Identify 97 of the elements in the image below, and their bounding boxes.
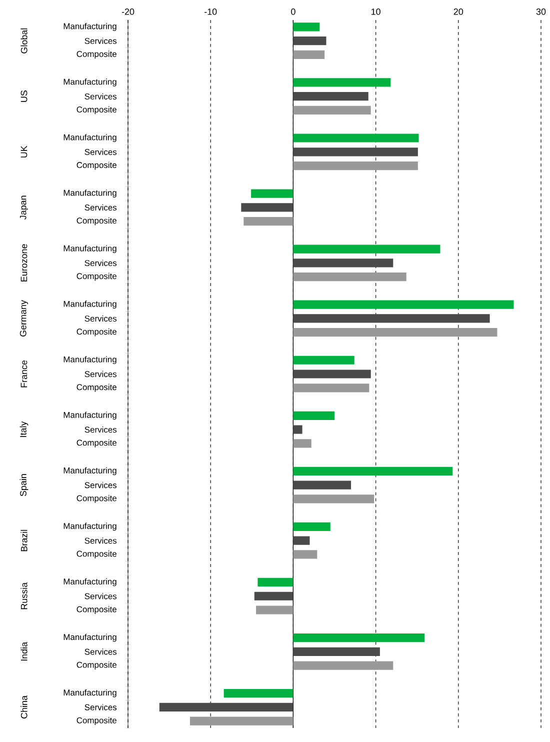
text: France	[20, 360, 28, 388]
y-tick-label: Composite	[76, 550, 116, 558]
y-tick-label: Services	[84, 648, 117, 655]
bar	[293, 466, 453, 476]
y-tick-label: Services	[84, 704, 117, 710]
y-tick-label: Services	[84, 204, 117, 211]
bar	[251, 189, 294, 198]
bar	[241, 203, 294, 212]
x-tick-label: 10	[372, 8, 380, 15]
text: Russia	[20, 582, 28, 610]
bar	[293, 36, 326, 46]
y-tick-label: Composite	[76, 384, 116, 392]
bar	[293, 425, 302, 434]
y-tick-label: Composite	[76, 662, 116, 670]
bar	[293, 314, 490, 323]
y-tick-label: Services	[84, 537, 117, 544]
text: Global	[20, 28, 28, 54]
x-tick-label: 30	[536, 8, 546, 15]
y-tick-label: Services	[84, 482, 117, 488]
bar	[293, 22, 320, 32]
bar	[293, 522, 330, 532]
y-tick-label: Manufacturing	[64, 356, 116, 364]
text: Spain	[20, 474, 28, 496]
y-tick-label: Manufacturing	[64, 78, 116, 86]
text: India	[20, 642, 28, 661]
text: US	[20, 90, 28, 102]
y-tick-label: Manufacturing	[64, 134, 116, 142]
y-tick-label: Services	[84, 38, 117, 44]
y-tick-label: Manufacturing	[64, 634, 116, 642]
y-tick-label: Services	[84, 260, 117, 266]
y-tick-label: Manufacturing	[64, 467, 116, 476]
x-tick-label: -20	[122, 8, 134, 15]
bar	[293, 92, 368, 101]
y-tick-label: Services	[84, 315, 117, 322]
y-tick-label: Composite	[76, 162, 116, 170]
y-tick-label: Composite	[76, 606, 116, 614]
y-tick-label: Services	[84, 370, 117, 378]
bar	[293, 258, 394, 268]
bar	[293, 50, 325, 60]
x-tick-label: 0	[291, 8, 296, 15]
bar	[293, 661, 394, 670]
bar	[293, 78, 391, 87]
bar	[293, 272, 406, 282]
x-tick-label: 20	[454, 8, 464, 15]
text: UK	[20, 146, 28, 158]
y-tick-label: Services	[84, 148, 117, 155]
bar	[293, 647, 380, 656]
y-tick-label: Composite	[76, 439, 116, 448]
text: Japan	[20, 196, 28, 220]
bar	[244, 216, 294, 226]
bar	[254, 592, 294, 600]
bar	[293, 148, 418, 156]
text: Germany	[20, 300, 28, 336]
bar	[293, 356, 354, 364]
y-tick-label: Manufacturing	[64, 578, 116, 586]
bar	[293, 384, 370, 392]
bar	[293, 633, 425, 642]
y-tick-label: Manufacturing	[64, 412, 116, 420]
bar	[258, 578, 294, 587]
text: Italy	[20, 421, 28, 437]
bar	[256, 606, 294, 614]
y-tick-label: Services	[84, 593, 117, 600]
x-tick-label: -10	[204, 8, 217, 15]
bar	[293, 411, 334, 420]
y-tick-label: Composite	[76, 50, 116, 59]
y-tick-label: Manufacturing	[64, 300, 116, 309]
bar	[293, 161, 418, 170]
y-tick-label: Composite	[76, 106, 116, 114]
bar	[293, 439, 312, 448]
text: China	[20, 695, 28, 718]
y-tick-label: Composite	[76, 272, 116, 281]
bar	[293, 300, 514, 309]
bar	[224, 688, 294, 698]
text: Eurozone	[20, 244, 28, 282]
y-tick-label: Composite	[76, 328, 116, 336]
y-tick-label: Services	[84, 426, 117, 433]
bar	[190, 716, 294, 726]
bar	[293, 134, 419, 142]
text: Brazil	[20, 530, 28, 552]
bar	[159, 702, 294, 712]
y-tick-label: Composite	[76, 717, 116, 726]
y-tick-label: Manufacturing	[64, 522, 116, 531]
bar	[293, 550, 318, 559]
bar	[293, 480, 352, 490]
y-tick-label: Manufacturing	[64, 689, 116, 698]
bar	[293, 328, 498, 337]
y-tick-label: Composite	[76, 494, 116, 503]
bar	[293, 370, 371, 378]
bar	[293, 244, 440, 254]
y-tick-label: Manufacturing	[64, 22, 116, 31]
bar	[293, 494, 374, 504]
y-tick-label: Manufacturing	[64, 190, 116, 198]
y-tick-label: Manufacturing	[64, 245, 116, 253]
y-tick-label: Composite	[76, 217, 116, 226]
y-tick-label: Services	[84, 93, 117, 100]
bar	[293, 106, 371, 115]
bar	[293, 536, 310, 545]
